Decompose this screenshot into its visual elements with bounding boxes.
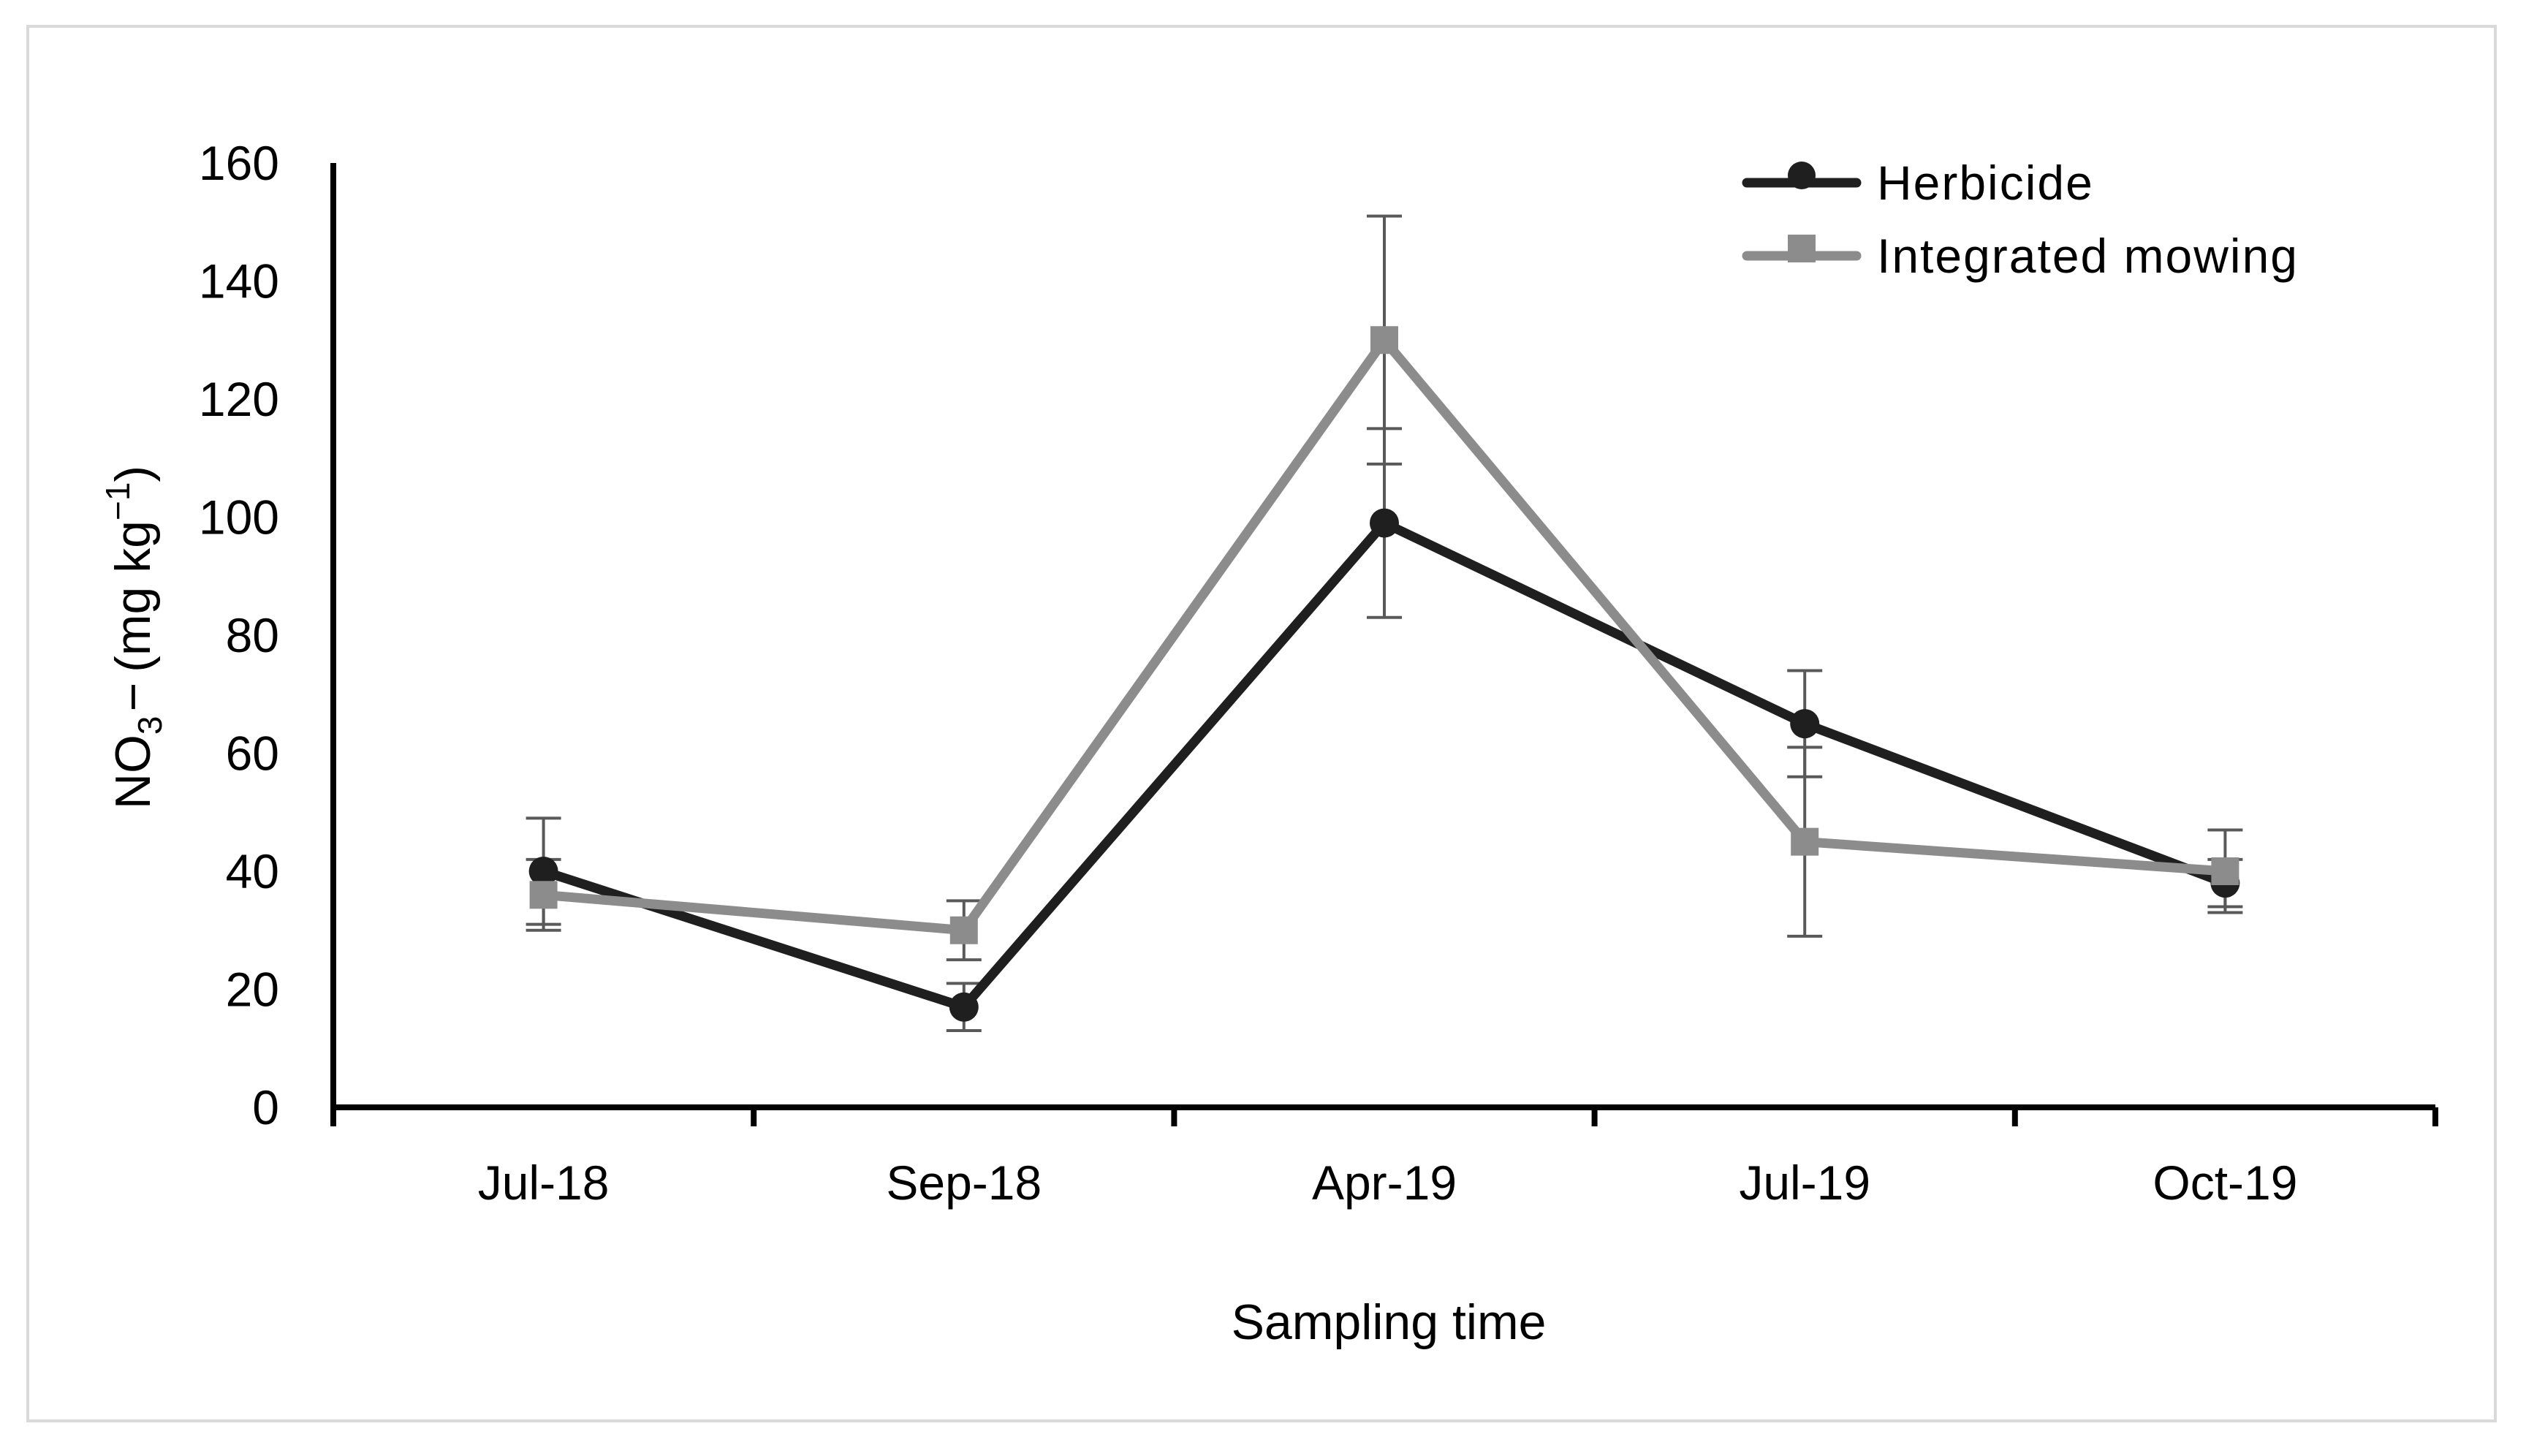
axes [330, 163, 2438, 1126]
legend-label-herbicide: Herbicide [1877, 156, 2094, 210]
legend: Herbicide Integrated mowing [1742, 156, 2299, 283]
y-axis-title-units-exponent: −1 [99, 482, 137, 520]
y-tick-label: 60 [226, 727, 279, 781]
markers [528, 326, 2240, 1022]
data-point-integrated-mowing [529, 881, 558, 909]
data-point-herbicide [528, 857, 558, 886]
x-tick-label: Oct-19 [2153, 1156, 2297, 1210]
data-point-herbicide [949, 992, 979, 1022]
x-tick-label: Sep-18 [886, 1156, 1042, 1210]
y-axis-title: NO3 − (mg kg−1) [99, 466, 169, 809]
y-tick-label: 20 [226, 963, 279, 1017]
y-tick-label: 120 [199, 372, 279, 426]
data-point-integrated-mowing [1791, 827, 1819, 856]
y-axis-title-units: (mg kg [105, 520, 161, 672]
data-point-integrated-mowing [949, 916, 978, 944]
y-tick-label: 80 [226, 608, 279, 662]
legend-marker-integrated-mowing [1788, 235, 1816, 262]
y-axis-title-charge: − [105, 683, 161, 712]
x-tick-label: Apr-19 [1312, 1156, 1457, 1210]
tick-labels: Jul-18 Sep-18 Apr-19 Jul-19 Oct-19 0 20 40 60 80 1… [199, 136, 2298, 1210]
y-tick-label: 160 [199, 136, 279, 190]
legend-marker-herbicide [1788, 162, 1816, 189]
data-point-herbicide [1370, 508, 1399, 538]
y-tick-label: 0 [252, 1080, 279, 1134]
y-axis-title-base: NO [105, 735, 161, 809]
legend-label-integrated-mowing: Integrated mowing [1877, 229, 2299, 283]
y-axis-title-subscript: 3 [131, 716, 169, 735]
y-tick-label: 40 [226, 844, 279, 898]
x-tick-label: Jul-19 [1739, 1156, 1870, 1210]
y-tick-label: 100 [199, 490, 279, 545]
chart-frame [26, 25, 2497, 1422]
y-axis-title-units-close: ) [105, 466, 161, 482]
x-axis-title: Sampling time [1232, 1294, 1547, 1350]
data-point-integrated-mowing [2211, 857, 2239, 885]
y-tick-label: 140 [199, 254, 279, 308]
data-point-integrated-mowing [1370, 326, 1398, 354]
data-point-herbicide [1790, 709, 1820, 739]
x-tick-label: Jul-18 [478, 1156, 610, 1210]
